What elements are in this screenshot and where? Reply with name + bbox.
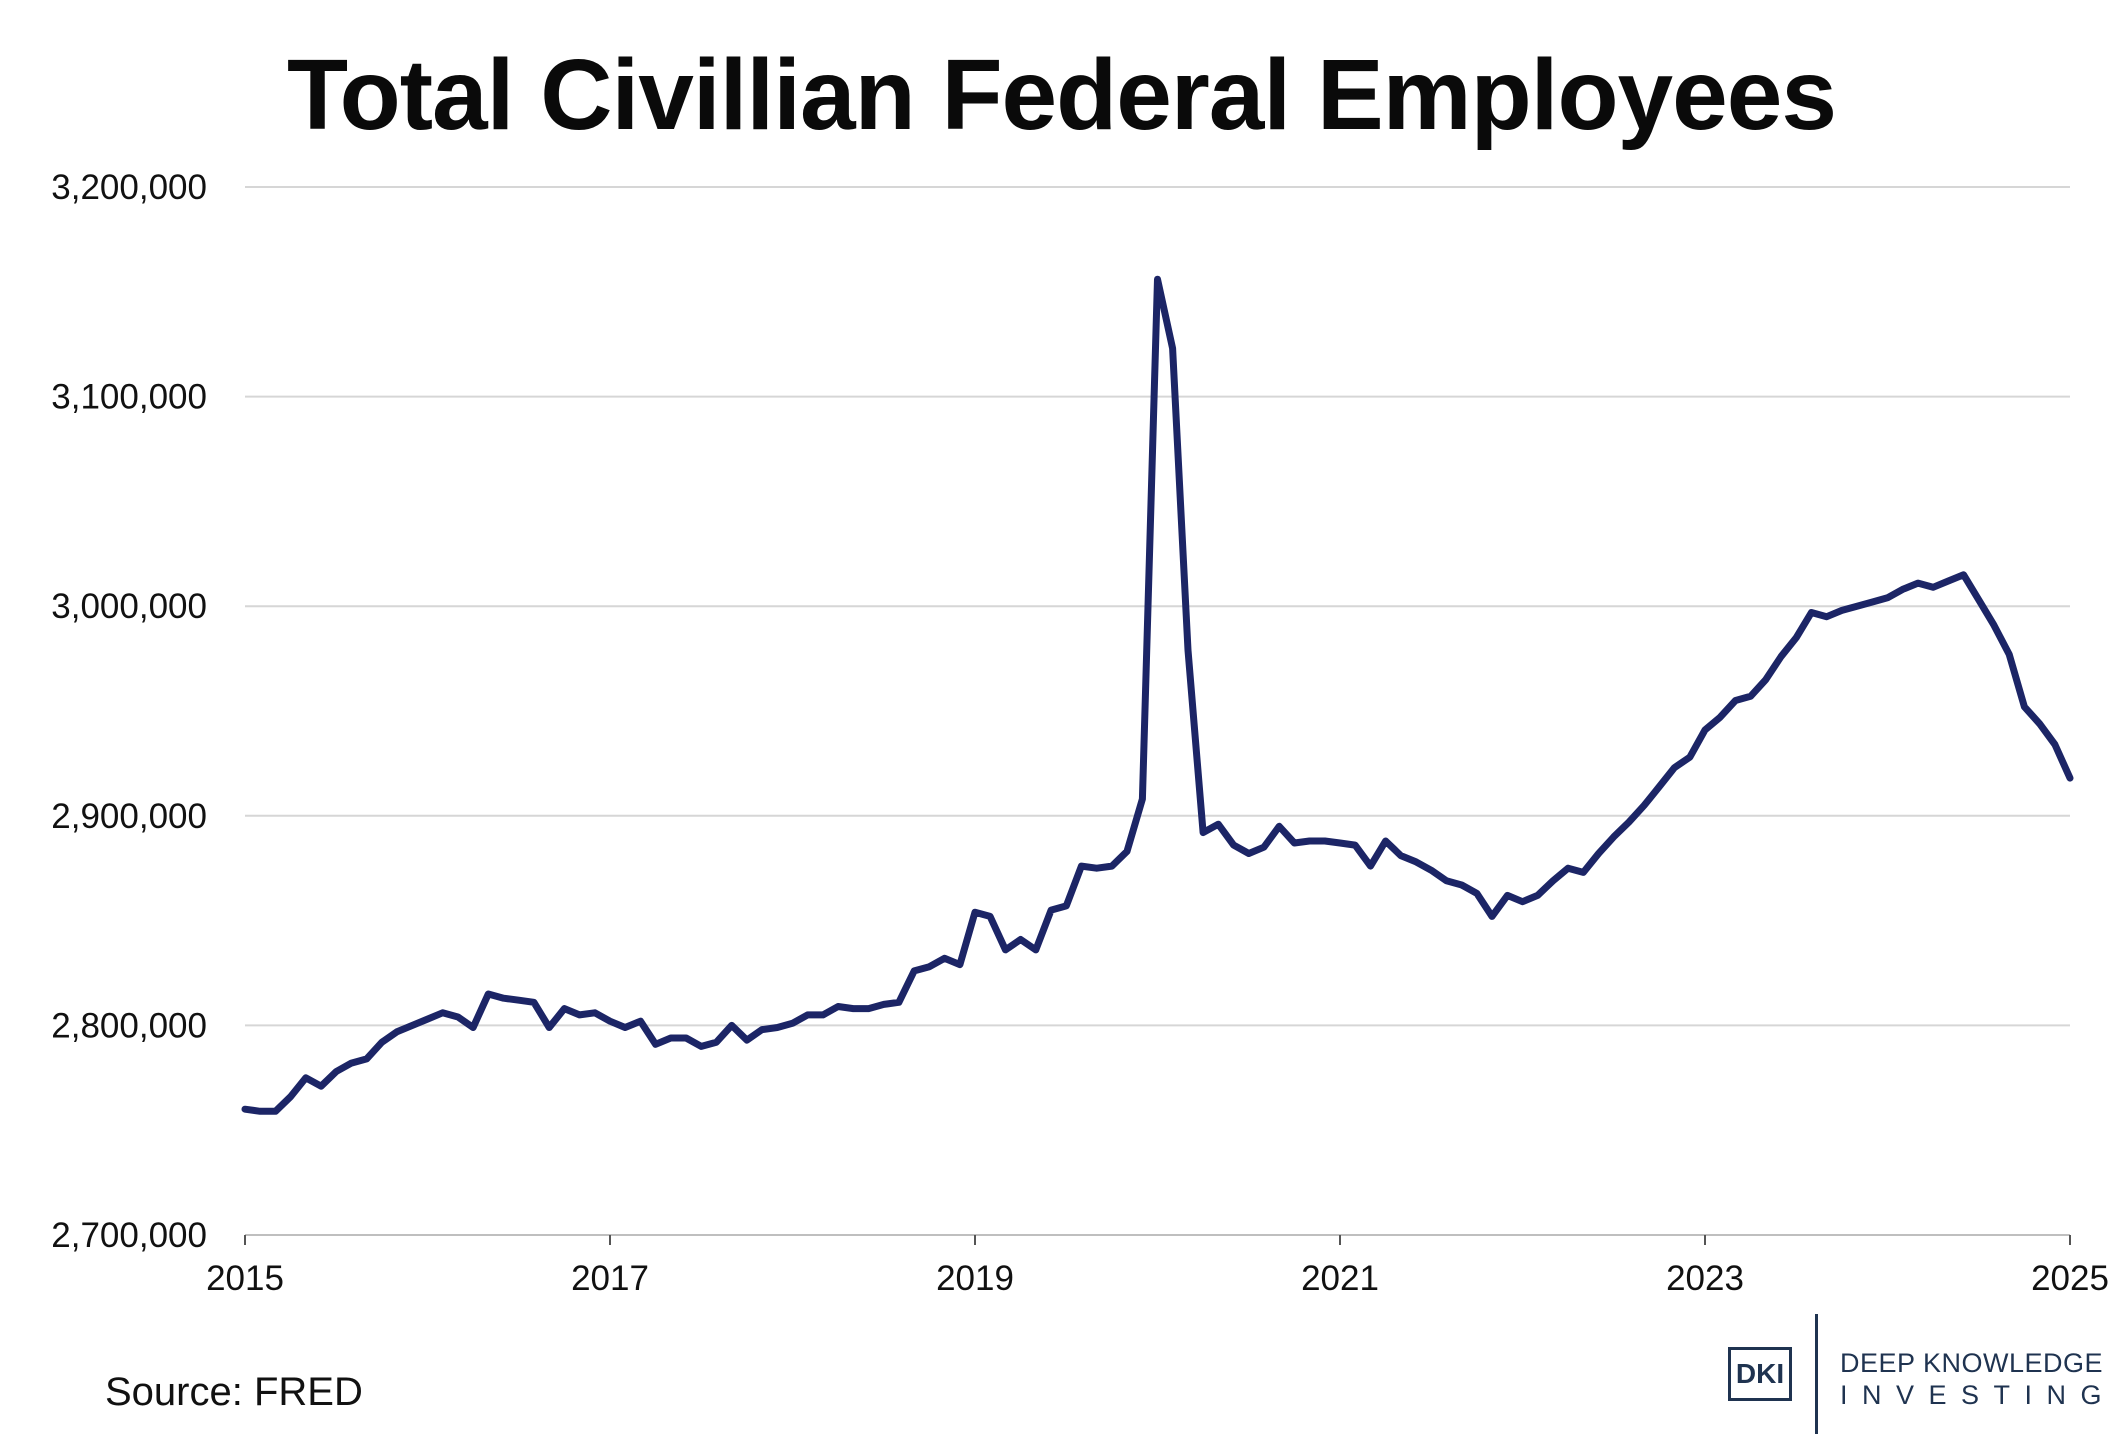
series-layer [241, 275, 2074, 1115]
dki-logo-mark: DKI [1728, 1347, 1792, 1401]
y-tick-label: 2,700,000 [51, 1216, 207, 1255]
x-tick: 2019 [936, 1259, 1014, 1298]
x-tick-label: 2025 [2031, 1259, 2109, 1298]
y-tick: 3,200,000 [51, 168, 207, 207]
y-tick: 2,700,000 [51, 1216, 207, 1255]
y-axis: 2,700,000 2,800,000 2,900,000 3,000,000 3,10… [51, 168, 207, 1255]
x-tick: 2017 [571, 1259, 649, 1298]
x-tick-label: 2015 [206, 1259, 284, 1298]
dki-logo: DKI DEEP KNOWLEDGE INVESTING [1728, 1312, 2108, 1436]
logo-text-line2: INVESTING [1840, 1380, 2117, 1410]
source-note: Source: FRED [105, 1370, 363, 1414]
x-axis: 2015 2017 2019 2021 2023 2025 [206, 1234, 2109, 1298]
logo-divider [1815, 1314, 1818, 1434]
chart-title: Total Civillian Federal Employees [287, 39, 1837, 151]
x-tick-label: 2019 [936, 1259, 1014, 1298]
x-tick: 2023 [1666, 1259, 1744, 1298]
series-line [241, 275, 2074, 1115]
y-tick: 2,900,000 [51, 797, 207, 836]
y-tick-label: 2,800,000 [51, 1006, 207, 1045]
y-tick-label: 3,200,000 [51, 168, 207, 207]
y-tick-label: 3,100,000 [51, 378, 207, 417]
x-tick: 2021 [1301, 1259, 1379, 1298]
y-tick: 3,000,000 [51, 587, 207, 626]
y-tick: 3,100,000 [51, 378, 207, 417]
logo-text-line1: DEEP KNOWLEDGE [1840, 1348, 2104, 1378]
x-tick: 2015 [206, 1259, 284, 1298]
y-tick-label: 3,000,000 [51, 587, 207, 626]
x-tick-label: 2017 [571, 1259, 649, 1298]
y-tick-label: 2,900,000 [51, 797, 207, 836]
x-tick-label: 2023 [1666, 1259, 1744, 1298]
x-tick: 2025 [2031, 1259, 2109, 1298]
y-tick: 2,800,000 [51, 1006, 207, 1045]
x-tick-label: 2021 [1301, 1259, 1379, 1298]
